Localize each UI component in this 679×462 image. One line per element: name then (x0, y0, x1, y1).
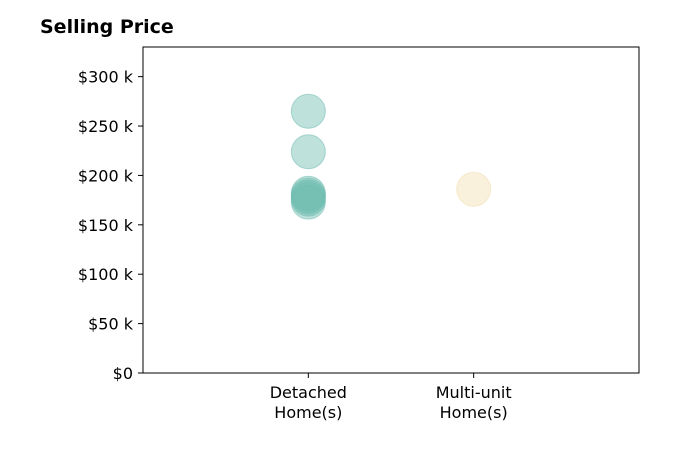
y-tick-label: $250 k (78, 117, 134, 136)
x-tick-label: Home(s) (274, 403, 342, 422)
data-point (290, 134, 326, 170)
x-tick-label: Multi-unit (436, 383, 512, 402)
y-tick-label: $100 k (78, 265, 134, 284)
y-tick-label: $0 (113, 364, 133, 383)
y-tick-label: $300 k (78, 68, 134, 87)
chart-title: Selling Price (40, 16, 174, 38)
y-tick-label: $150 k (78, 216, 134, 235)
plot-frame (142, 46, 640, 374)
y-tick-label: $50 k (88, 315, 134, 334)
y-axis: $0 $50 k $100 k $150 k $200 k $250 k $300 k (78, 68, 143, 383)
y-tick-label: $200 k (78, 166, 134, 185)
data-point (290, 93, 326, 129)
x-tick-label: Detached (270, 383, 347, 402)
x-tick-label: Home(s) (440, 403, 508, 422)
data-point (290, 184, 326, 220)
data-point (456, 171, 492, 207)
data-points (290, 93, 492, 220)
